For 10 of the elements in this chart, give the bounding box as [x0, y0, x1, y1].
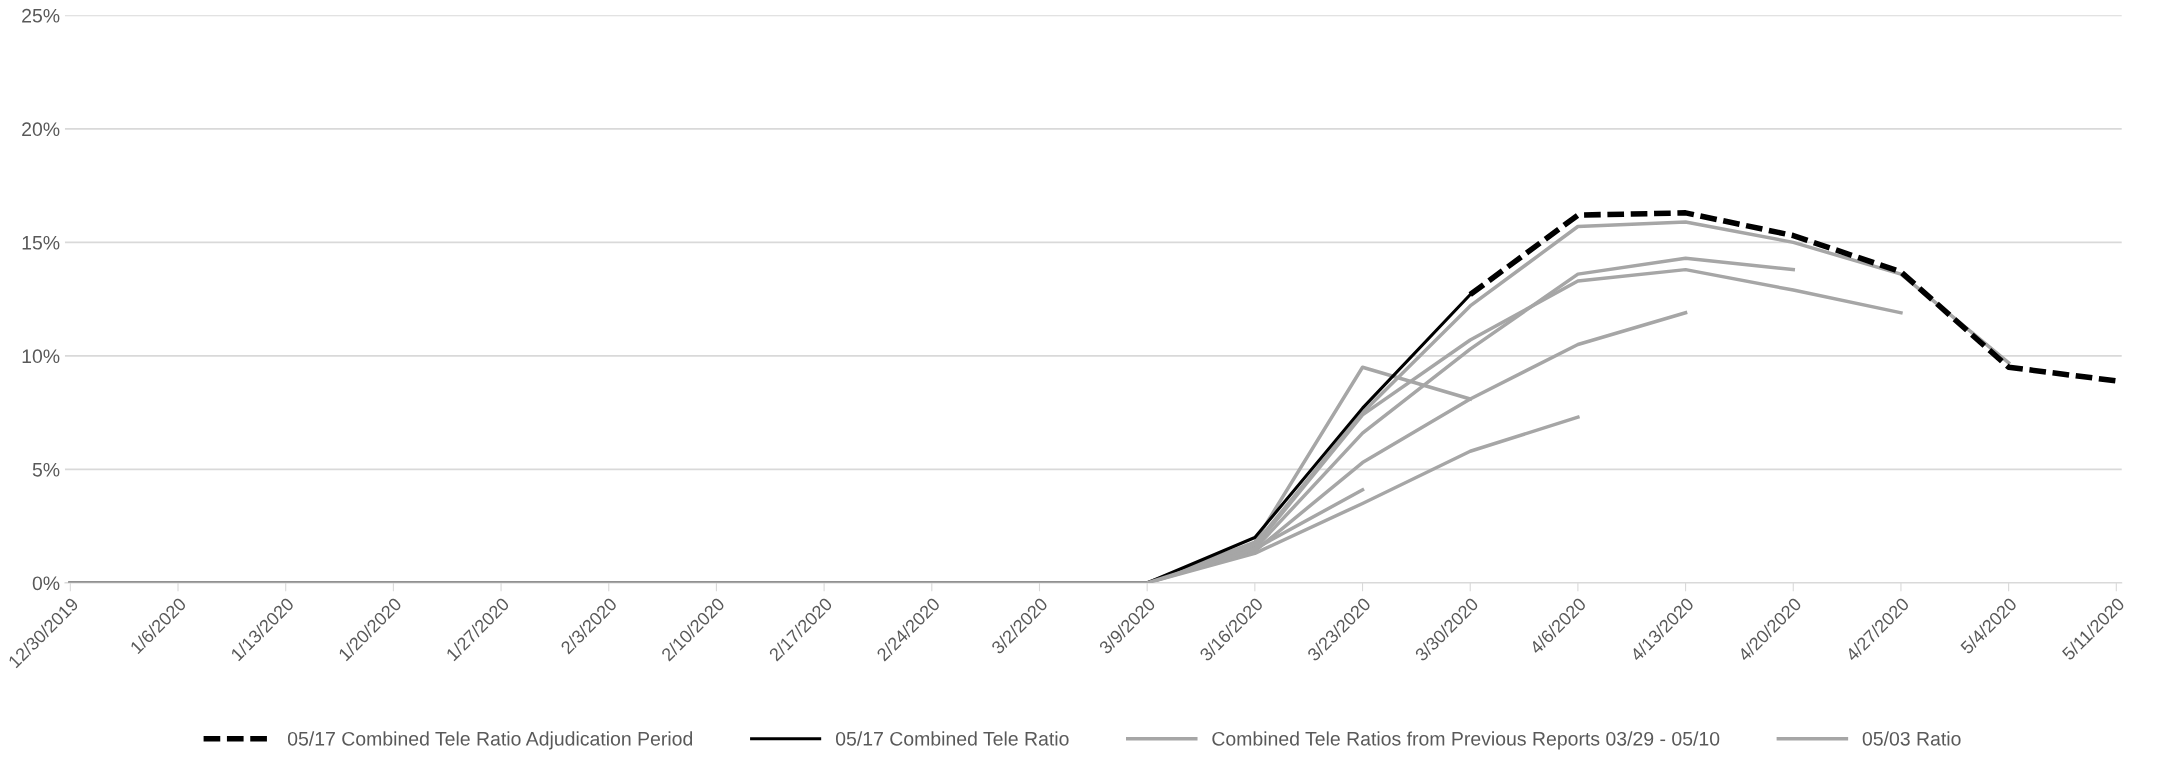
legend-label: 05/03 Ratio — [1862, 731, 1961, 746]
y-tick-label: 15% — [22, 235, 60, 250]
legend-label: Combined Tele Ratios from Previous Reports 03/29 - 05/10 — [1212, 731, 1720, 750]
y-tick-label: 10% — [22, 349, 60, 364]
legend-label: 05/17 Combined Tele Ratio — [835, 731, 1069, 746]
y-tick-label: 25% — [22, 8, 60, 23]
legend-label: 05/17 Combined Tele Ratio Adjudication Period — [287, 731, 693, 750]
y-tick-label: 5% — [32, 462, 60, 477]
y-tick-label: 20% — [22, 122, 60, 137]
y-tick-label: 0% — [32, 576, 60, 591]
